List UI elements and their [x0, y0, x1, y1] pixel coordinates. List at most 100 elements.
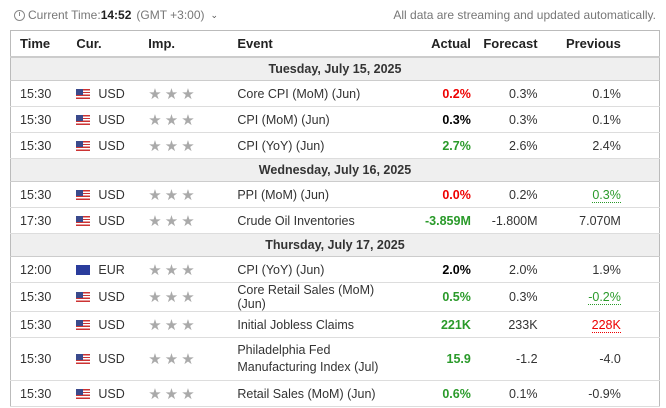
- previous-value[interactable]: -0.2%: [588, 290, 621, 305]
- row-spacer: [620, 80, 660, 107]
- previous-value: -4.0: [599, 352, 621, 366]
- date-label: Tuesday, July 15, 2025: [10, 57, 660, 81]
- forecast-value: -1.2: [470, 337, 538, 381]
- previous-cell: 0.3%: [537, 181, 621, 208]
- currency-code: USD: [98, 86, 125, 101]
- event-time: 15:30: [10, 337, 77, 381]
- previous-cell: 1.9%: [537, 256, 621, 283]
- forecast-value: 233K: [470, 311, 538, 338]
- timezone: (GMT +3:00): [136, 8, 205, 22]
- us-flag-icon: [76, 215, 91, 226]
- star-icon: ★★★: [148, 85, 198, 103]
- event-name[interactable]: PPI (MoM) (Jun): [237, 181, 402, 208]
- event-link[interactable]: Initial Jobless Claims: [237, 317, 355, 332]
- event-link[interactable]: CPI (YoY) (Jun): [237, 138, 325, 153]
- currency: USD: [76, 311, 149, 338]
- star-icon: ★★★: [148, 111, 198, 129]
- forecast-value: 2.0%: [470, 256, 538, 283]
- event-name[interactable]: Core CPI (MoM) (Jun): [237, 80, 402, 107]
- event-link[interactable]: Core Retail Sales (MoM) (Jun): [237, 283, 375, 311]
- event-link[interactable]: Core CPI (MoM) (Jun): [237, 86, 361, 101]
- us-flag-icon: [76, 88, 91, 99]
- currency-code: USD: [98, 386, 125, 401]
- row-spacer: [620, 311, 660, 338]
- event-link[interactable]: Retail Sales (MoM) (Jun): [237, 386, 376, 401]
- event-row[interactable]: 15:30 USD ★★★ CPI (YoY) (Jun) 2.7% 2.6% …: [10, 132, 660, 159]
- event-name[interactable]: CPI (MoM) (Jun): [237, 106, 402, 133]
- col-forecast: Forecast: [470, 30, 538, 58]
- actual-value: 15.9: [401, 337, 471, 381]
- row-spacer: [620, 256, 660, 283]
- event-row[interactable]: 15:30 USD ★★★ Philadelphia Fed Manufactu…: [10, 337, 660, 381]
- event-name[interactable]: CPI (YoY) (Jun): [237, 132, 402, 159]
- event-link[interactable]: Philadelphia Fed Manufacturing Index (Ju…: [237, 343, 379, 374]
- event-name[interactable]: Crude Oil Inventories: [237, 207, 402, 234]
- currency-code: USD: [98, 290, 125, 304]
- event-time: 15:30: [10, 132, 77, 159]
- forecast-value: 0.2%: [470, 181, 538, 208]
- importance: ★★★: [148, 132, 238, 159]
- previous-cell: 7.070M: [537, 207, 621, 234]
- event-time: 12:00: [10, 256, 77, 283]
- header-row: Time Cur. Imp. Event Actual Forecast Pre…: [10, 30, 660, 58]
- event-time: 15:30: [10, 282, 77, 312]
- event-name[interactable]: Retail Sales (MoM) (Jun): [237, 380, 402, 407]
- economic-calendar-table: Time Cur. Imp. Event Actual Forecast Pre…: [10, 30, 660, 407]
- event-link[interactable]: PPI (MoM) (Jun): [237, 187, 330, 202]
- previous-value: 0.1%: [592, 112, 621, 127]
- previous-value: 7.070M: [579, 213, 621, 228]
- actual-value: 2.0%: [401, 256, 471, 283]
- importance: ★★★: [148, 311, 238, 338]
- event-row[interactable]: 15:30 USD ★★★ PPI (MoM) (Jun) 0.0% 0.2% …: [10, 181, 660, 208]
- star-icon: ★★★: [148, 186, 198, 204]
- date-row: Tuesday, July 15, 2025: [10, 57, 660, 81]
- date-label: Wednesday, July 16, 2025: [10, 158, 660, 182]
- currency: USD: [76, 181, 149, 208]
- us-flag-icon: [76, 292, 91, 302]
- currency: USD: [76, 132, 149, 159]
- streaming-note: All data are streaming and updated autom…: [393, 8, 656, 22]
- us-flag-icon: [76, 354, 91, 364]
- previous-value[interactable]: 0.3%: [592, 187, 621, 203]
- event-row[interactable]: 15:30 USD ★★★ Core CPI (MoM) (Jun) 0.2% …: [10, 80, 660, 107]
- row-spacer: [620, 207, 660, 234]
- row-spacer: [620, 282, 660, 312]
- row-spacer: [620, 181, 660, 208]
- event-row[interactable]: 12:00 EUR ★★★ CPI (YoY) (Jun) 2.0% 2.0% …: [10, 256, 660, 283]
- currency-code: USD: [98, 187, 125, 202]
- importance: ★★★: [148, 181, 238, 208]
- event-name[interactable]: CPI (YoY) (Jun): [237, 256, 402, 283]
- event-link[interactable]: Crude Oil Inventories: [237, 213, 355, 228]
- event-name[interactable]: Initial Jobless Claims: [237, 311, 402, 338]
- col-imp: Imp.: [148, 30, 238, 58]
- star-icon: ★★★: [148, 212, 198, 230]
- timezone-selector[interactable]: Current Time: 14:52 (GMT +3:00) ⌄: [14, 8, 218, 22]
- event-link[interactable]: CPI (YoY) (Jun): [237, 262, 325, 277]
- event-row[interactable]: 15:30 USD ★★★ CPI (MoM) (Jun) 0.3% 0.3% …: [10, 106, 660, 133]
- event-row[interactable]: 15:30 USD ★★★ Retail Sales (MoM) (Jun) 0…: [10, 380, 660, 407]
- currency-code: EUR: [98, 262, 125, 277]
- col-cur: Cur.: [76, 30, 149, 58]
- event-row[interactable]: 15:30 USD ★★★ Core Retail Sales (MoM) (J…: [10, 282, 660, 312]
- event-row[interactable]: 15:30 USD ★★★ Initial Jobless Claims 221…: [10, 311, 660, 338]
- event-link[interactable]: CPI (MoM) (Jun): [237, 112, 330, 127]
- current-time: 14:52: [100, 8, 132, 22]
- star-icon: ★★★: [148, 316, 198, 334]
- currency: USD: [76, 207, 149, 234]
- event-time: 15:30: [10, 380, 77, 407]
- importance: ★★★: [148, 282, 238, 312]
- row-spacer: [620, 380, 660, 407]
- star-icon: ★★★: [148, 261, 198, 279]
- currency: USD: [76, 80, 149, 107]
- chevron-down-icon[interactable]: ⌄: [210, 9, 219, 20]
- us-flag-icon: [76, 140, 91, 151]
- previous-cell: 2.4%: [537, 132, 621, 159]
- date-label: Thursday, July 17, 2025: [10, 233, 660, 257]
- event-name[interactable]: Philadelphia Fed Manufacturing Index (Ju…: [237, 337, 402, 381]
- previous-value[interactable]: 228K: [591, 317, 621, 333]
- previous-cell: 0.1%: [537, 80, 621, 107]
- actual-value: -3.859M: [401, 207, 471, 234]
- top-bar: Current Time: 14:52 (GMT +3:00) ⌄ All da…: [0, 0, 666, 30]
- event-row[interactable]: 17:30 USD ★★★ Crude Oil Inventories -3.8…: [10, 207, 660, 234]
- event-name[interactable]: Core Retail Sales (MoM) (Jun): [237, 282, 402, 312]
